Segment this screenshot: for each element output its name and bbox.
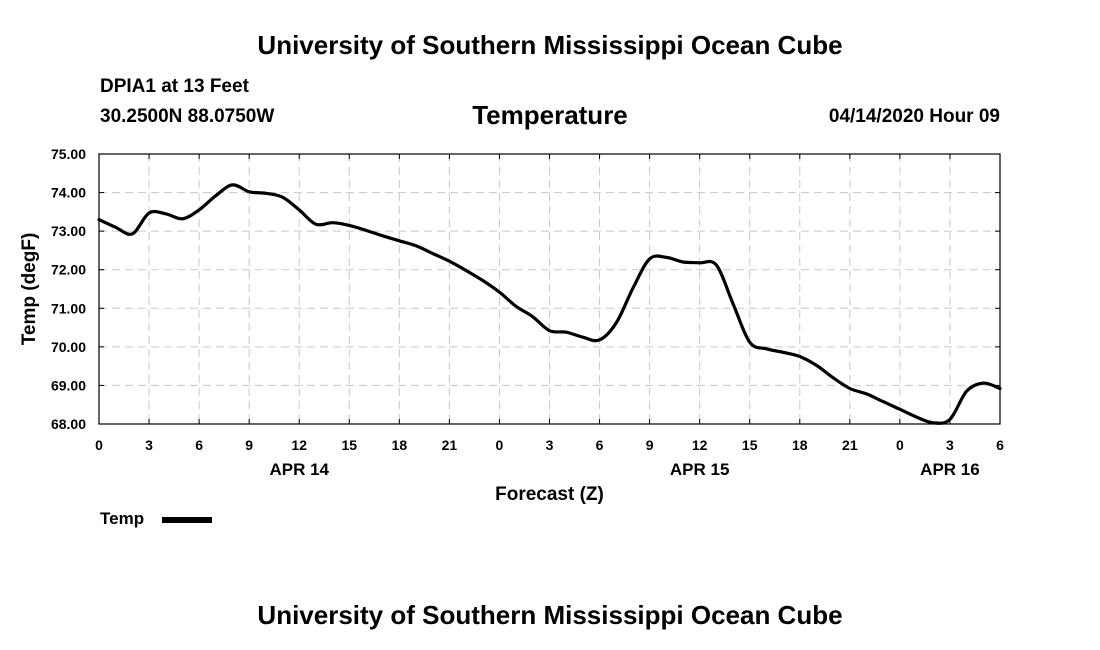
x-tick-label: 0 (896, 437, 904, 453)
y-tick-label: 75.00 (51, 146, 86, 162)
y-tick-label: 70.00 (51, 339, 86, 355)
plot-frame (98, 153, 1001, 425)
date-label: APR 15 (670, 460, 730, 479)
y-tick-label: 68.00 (51, 416, 86, 432)
x-tick-label: 6 (996, 437, 1004, 453)
temp-series-line (97, 183, 1002, 425)
x-tick-label: 21 (842, 437, 858, 453)
date-label: APR 16 (920, 460, 980, 479)
x-tick-label: 0 (95, 437, 103, 453)
x-tick-label: 6 (596, 437, 604, 453)
x-axis-title: Forecast (Z) (495, 484, 604, 505)
coordinates-label: 30.2500N 88.0750W (100, 106, 275, 127)
station-label: DPIA1 at 13 Feet (100, 76, 249, 97)
x-tick-label: 6 (195, 437, 203, 453)
date-label: APR 14 (269, 460, 329, 479)
parameter-title: Temperature (472, 100, 628, 130)
legend-label: Temp (100, 509, 145, 528)
x-tick-label: 15 (341, 437, 357, 453)
x-tick-label: 15 (742, 437, 758, 453)
y-tick-label: 69.00 (51, 377, 86, 393)
y-tick-label: 72.00 (51, 262, 86, 278)
header-title: University of Southern Mississippi Ocean… (257, 30, 843, 60)
y-tick-label: 73.00 (51, 223, 86, 239)
x-tick-label: 21 (442, 437, 458, 453)
footer-title: University of Southern Mississippi Ocean… (257, 600, 843, 630)
legend-line-swatch (162, 517, 212, 523)
x-tick-label: 18 (792, 437, 808, 453)
x-tick-label: 3 (546, 437, 554, 453)
x-tick-label: 0 (496, 437, 504, 453)
x-tick-label: 12 (692, 437, 708, 453)
y-axis-title: Temp (degF) (19, 233, 40, 346)
x-tick-label: 9 (245, 437, 253, 453)
x-tick-label: 3 (145, 437, 153, 453)
x-tick-label: 18 (392, 437, 408, 453)
x-tick-label: 12 (291, 437, 307, 453)
x-tick-label: 9 (646, 437, 654, 453)
y-tick-label: 71.00 (51, 300, 86, 316)
forecast-datetime: 04/14/2020 Hour 09 (828, 106, 1000, 127)
y-tick-label: 74.00 (51, 185, 86, 201)
x-tick-label: 3 (946, 437, 954, 453)
